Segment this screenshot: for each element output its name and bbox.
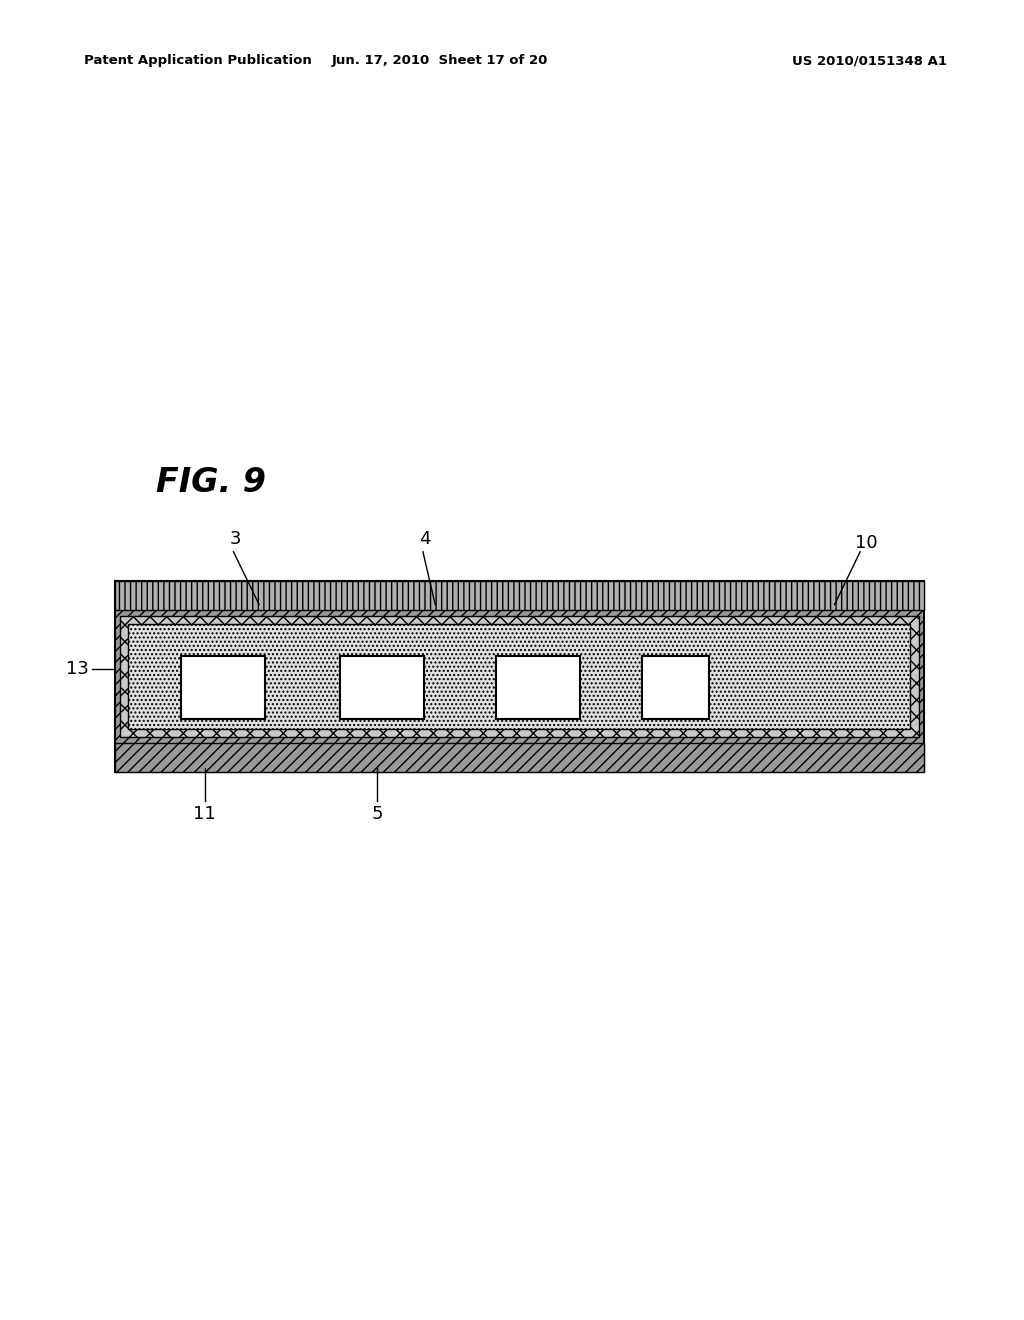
- Text: 13: 13: [67, 660, 89, 678]
- Text: 4: 4: [419, 529, 431, 548]
- Text: FIG. 9: FIG. 9: [156, 466, 265, 499]
- Bar: [181, 656, 265, 719]
- Bar: [115, 581, 924, 772]
- Bar: [642, 656, 709, 719]
- Text: 10: 10: [855, 533, 878, 552]
- Bar: [115, 581, 924, 610]
- Bar: [128, 624, 910, 729]
- Bar: [120, 616, 919, 737]
- Bar: [340, 656, 424, 719]
- Text: 11: 11: [194, 805, 216, 824]
- Bar: [115, 743, 924, 772]
- Bar: [496, 656, 580, 719]
- Text: 3: 3: [229, 529, 242, 548]
- Text: 5: 5: [371, 805, 383, 824]
- Text: Jun. 17, 2010  Sheet 17 of 20: Jun. 17, 2010 Sheet 17 of 20: [332, 54, 549, 67]
- Text: US 2010/0151348 A1: US 2010/0151348 A1: [793, 54, 947, 67]
- Text: Patent Application Publication: Patent Application Publication: [84, 54, 311, 67]
